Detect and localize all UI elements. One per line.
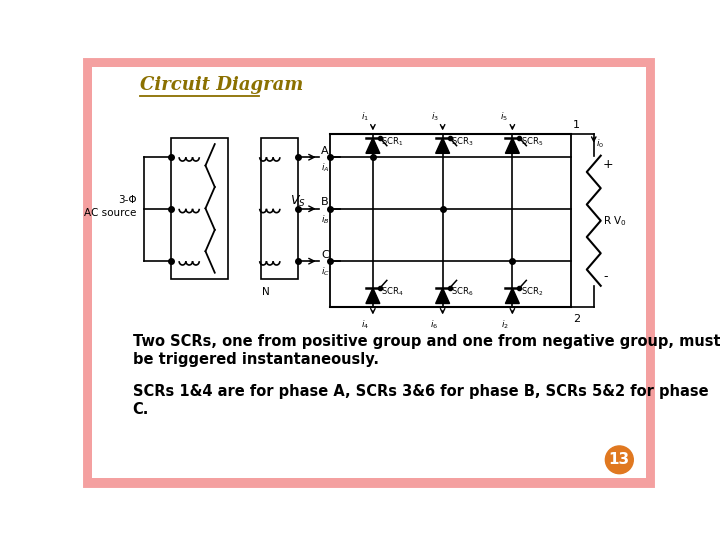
Text: i$_3$: i$_3$ <box>431 110 438 123</box>
Text: i$_5$: i$_5$ <box>500 110 508 123</box>
Bar <box>330 134 570 307</box>
Polygon shape <box>505 138 519 153</box>
Text: i$_B$: i$_B$ <box>321 213 330 226</box>
Text: C: C <box>321 249 329 260</box>
Polygon shape <box>505 288 519 303</box>
Text: +: + <box>603 158 613 171</box>
Text: V$_S$: V$_S$ <box>290 193 307 208</box>
Text: SCR$_4$: SCR$_4$ <box>382 286 404 298</box>
Text: AC source: AC source <box>84 208 137 218</box>
Text: SCR$_6$: SCR$_6$ <box>451 286 474 298</box>
Text: i$_0$: i$_0$ <box>596 137 604 150</box>
Text: Two SCRs, one from positive group and one from negative group, must
be triggered: Two SCRs, one from positive group and on… <box>132 334 720 367</box>
Text: i$_6$: i$_6$ <box>431 319 438 332</box>
Text: 1: 1 <box>573 120 580 130</box>
Bar <box>171 138 228 279</box>
Text: i$_C$: i$_C$ <box>321 266 330 278</box>
Bar <box>261 138 297 279</box>
Polygon shape <box>436 288 449 303</box>
Text: SCR$_1$: SCR$_1$ <box>382 136 404 148</box>
Text: Circuit Diagram: Circuit Diagram <box>140 76 304 94</box>
Text: i$_1$: i$_1$ <box>361 110 369 123</box>
Text: N: N <box>262 287 270 296</box>
Text: SCR$_3$: SCR$_3$ <box>451 136 474 148</box>
Text: i$_4$: i$_4$ <box>361 319 369 332</box>
Text: B: B <box>321 197 328 207</box>
Polygon shape <box>436 138 449 153</box>
Polygon shape <box>366 138 380 153</box>
Text: 2: 2 <box>573 314 580 323</box>
Text: 3-Φ: 3-Φ <box>118 194 137 205</box>
Text: SCR$_2$: SCR$_2$ <box>521 286 543 298</box>
Text: A: A <box>321 146 328 156</box>
Text: i$_A$: i$_A$ <box>321 162 330 174</box>
Text: 13: 13 <box>609 453 630 467</box>
Circle shape <box>606 446 634 474</box>
Polygon shape <box>366 288 380 303</box>
Text: R V$_0$: R V$_0$ <box>603 214 627 228</box>
Text: -: - <box>603 270 608 283</box>
Text: SCRs 1&4 are for phase A, SCRs 3&6 for phase B, SCRs 5&2 for phase
C.: SCRs 1&4 are for phase A, SCRs 3&6 for p… <box>132 384 708 417</box>
Text: i$_2$: i$_2$ <box>500 319 508 332</box>
Text: SCR$_5$: SCR$_5$ <box>521 136 543 148</box>
